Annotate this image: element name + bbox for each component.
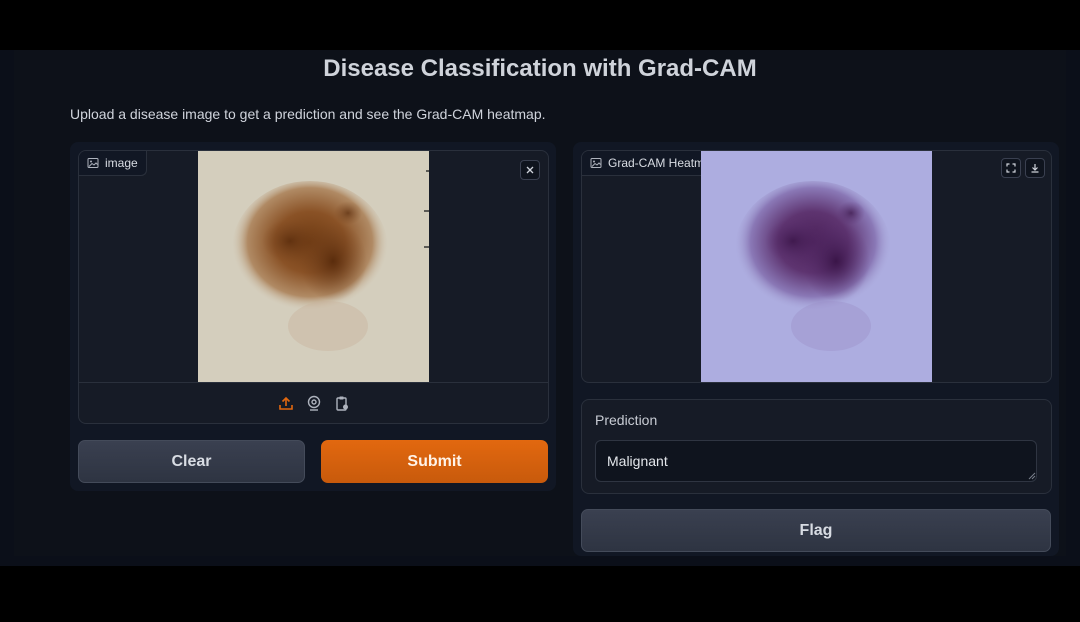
image-icon [590, 158, 602, 168]
input-column: image [70, 142, 556, 491]
download-icon[interactable] [1025, 158, 1045, 178]
image-source-toolbar [79, 382, 548, 423]
prediction-label: Prediction [595, 412, 658, 428]
image-icon [87, 158, 99, 168]
clipboard-icon[interactable] [334, 395, 350, 411]
image-input-label-text: image [105, 156, 138, 170]
close-icon[interactable] [520, 160, 540, 180]
clear-button[interactable]: Clear [78, 440, 305, 483]
fullscreen-icon[interactable] [1001, 158, 1021, 178]
gradcam-heatmap-image [701, 151, 932, 382]
gradcam-output-panel: Grad-CAM Heatmap [581, 150, 1052, 383]
app-container: Disease Classification with Grad-CAM Upl… [0, 50, 1080, 566]
prediction-panel: Prediction Malignant [581, 399, 1052, 494]
submit-button[interactable]: Submit [321, 440, 548, 483]
page-title: Disease Classification with Grad-CAM [323, 55, 757, 82]
uploaded-skin-image [198, 151, 429, 382]
prediction-output[interactable]: Malignant [595, 440, 1037, 482]
image-input-panel[interactable]: image [78, 150, 549, 424]
image-input-label: image [79, 151, 147, 176]
page-description: Upload a disease image to get a predicti… [70, 106, 546, 122]
flag-button[interactable]: Flag [581, 509, 1051, 552]
upload-icon[interactable] [278, 395, 294, 411]
output-column: Grad-CAM Heatmap [573, 142, 1059, 556]
resize-grip-icon[interactable] [1028, 472, 1036, 480]
gradcam-label-text: Grad-CAM Heatmap [608, 156, 718, 170]
webcam-icon[interactable] [306, 395, 322, 411]
